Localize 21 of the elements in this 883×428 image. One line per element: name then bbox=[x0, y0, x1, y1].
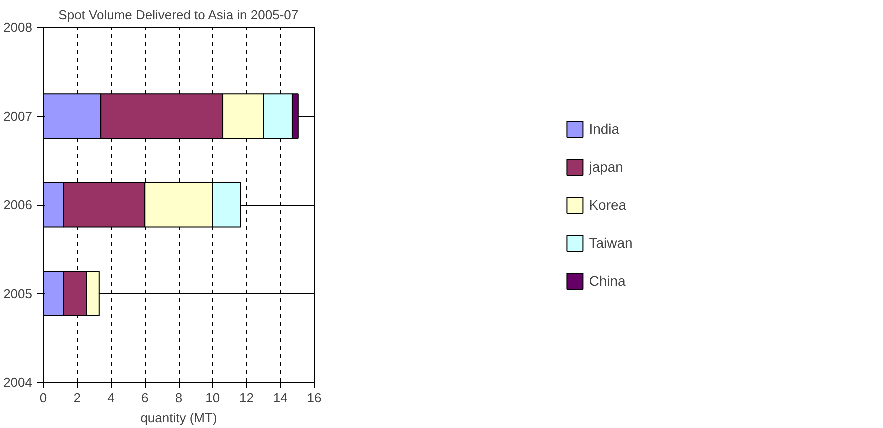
x-tick-label: 6 bbox=[142, 390, 149, 406]
y-tick-label: 2007 bbox=[4, 108, 32, 124]
y-tick-label: 2005 bbox=[4, 286, 32, 302]
x-tick-label: 12 bbox=[240, 390, 254, 406]
x-axis-title: quantity (MT) bbox=[140, 410, 218, 426]
x-tick-label: 8 bbox=[175, 390, 183, 406]
legend-label: Korea bbox=[589, 196, 627, 212]
x-tick-label: 10 bbox=[206, 390, 220, 406]
y-tick-label: 2006 bbox=[4, 198, 32, 212]
y-tick-label: 2004 bbox=[4, 375, 32, 390]
chart-title: Spot Volume Delivered to Asia in 2005-07 bbox=[58, 8, 299, 22]
x-tick-label: 16 bbox=[307, 390, 322, 406]
x-tick-label: 0 bbox=[40, 390, 48, 406]
y-tick-label: 2008 bbox=[4, 20, 32, 35]
x-tick-label: 4 bbox=[108, 390, 115, 406]
legend-label: Taiwan bbox=[589, 234, 633, 250]
x-tick-label: 14 bbox=[273, 390, 288, 406]
legend-label: japan bbox=[589, 158, 624, 174]
legend-label: India bbox=[589, 120, 620, 136]
x-tick-label: 2 bbox=[74, 390, 81, 406]
legend-label: China bbox=[589, 272, 626, 288]
